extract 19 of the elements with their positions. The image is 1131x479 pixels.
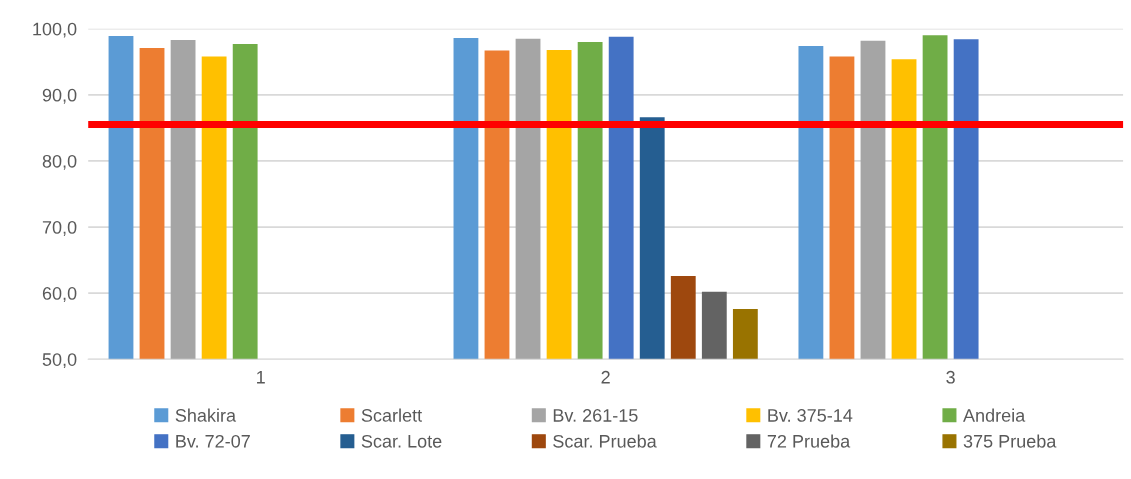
legend-label: 375 Prueba	[963, 434, 1057, 448]
legend-label: Shakira	[175, 408, 237, 422]
legend-label: Scar. Lote	[361, 434, 442, 448]
x-tick-label: 1	[257, 371, 265, 384]
legend-label: Scar. Prueba	[553, 434, 657, 448]
y-tick-label: 100,0	[33, 22, 77, 38]
x-tick-label: 2	[601, 370, 610, 384]
x-tick-label: 3	[946, 370, 955, 384]
legend-label: Scarlett	[361, 408, 422, 422]
legend-label: Bv. 375-14	[768, 409, 853, 422]
legend-label: Bv. 261-15	[553, 409, 638, 422]
legend-label: 72 Prueba	[767, 434, 851, 448]
y-tick-label: 50,0	[42, 353, 77, 369]
y-tick-label: 60,0	[42, 287, 77, 302]
legend-label: Bv. 72-07	[176, 434, 250, 448]
y-tick-label: 80,0	[42, 154, 77, 170]
y-tick-label: 90,0	[42, 88, 77, 104]
legend-label: Andreia	[963, 408, 1026, 422]
y-tick-label: 70,0	[42, 220, 77, 236]
